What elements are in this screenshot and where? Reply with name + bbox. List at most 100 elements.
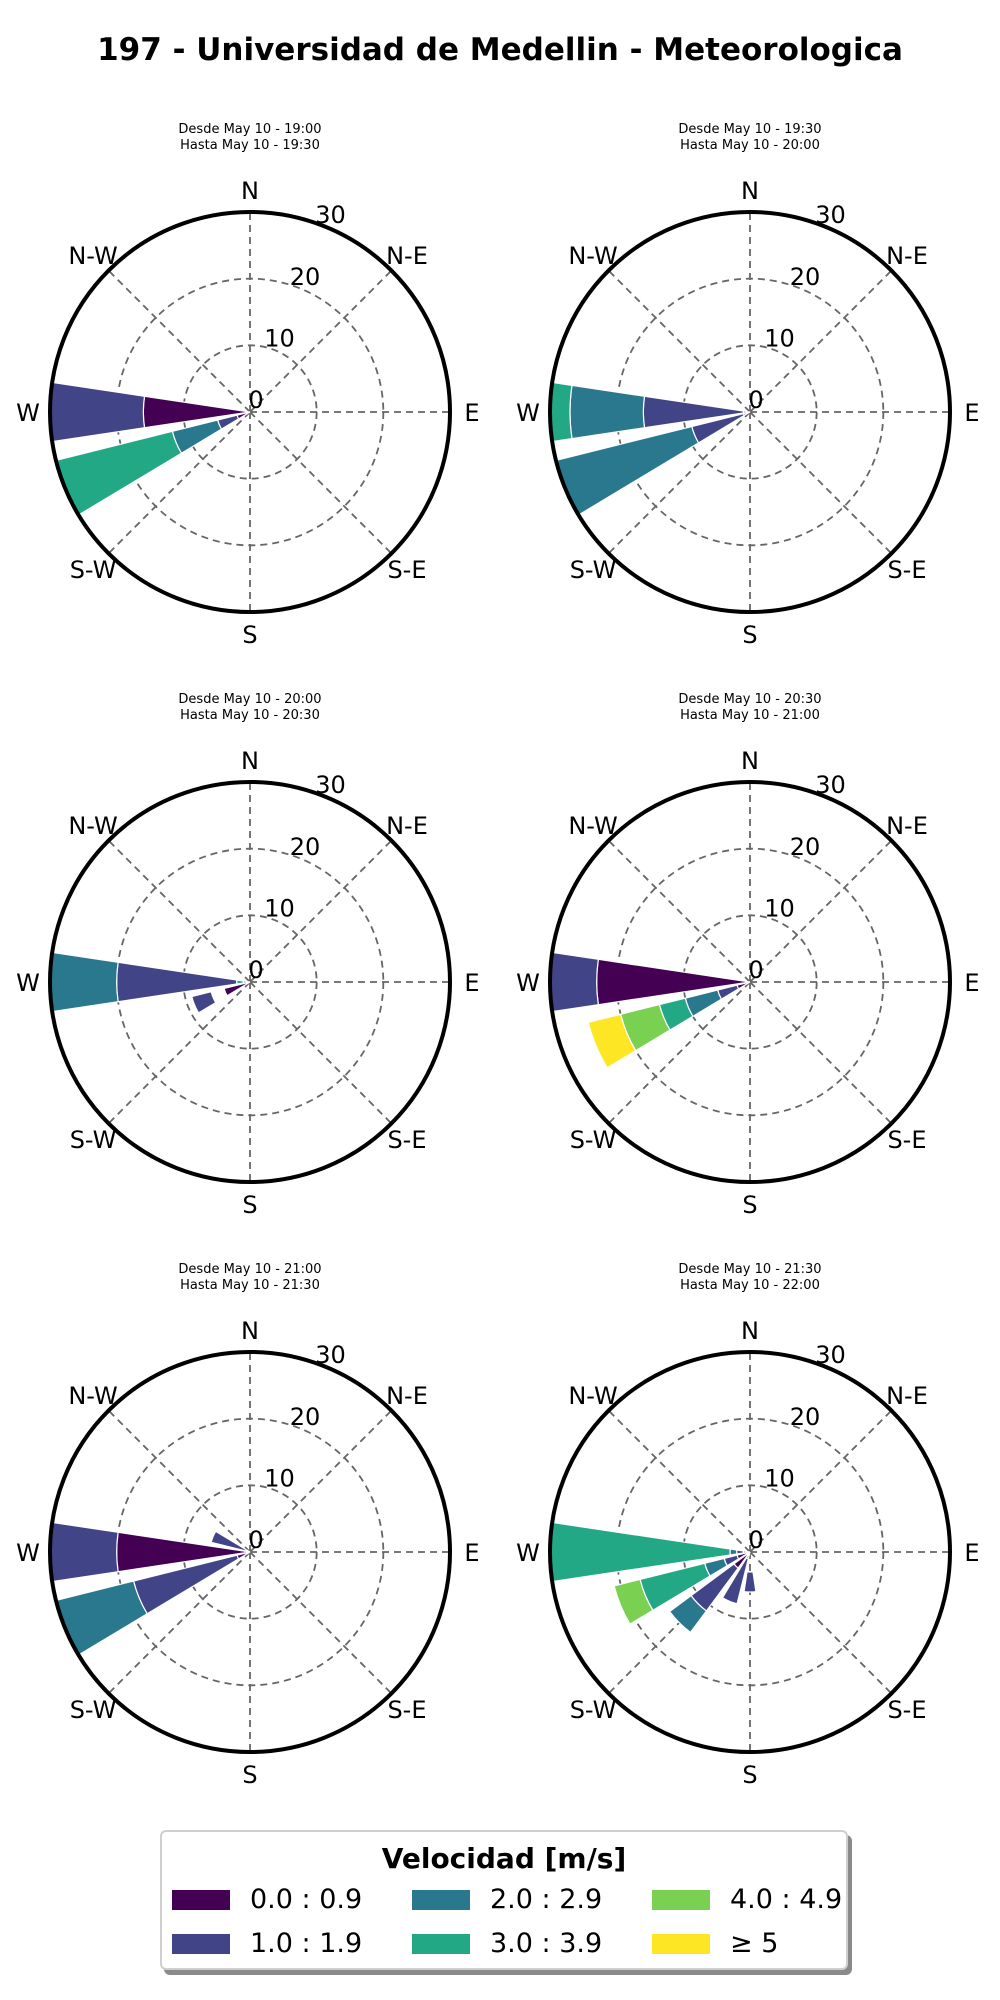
direction-label: N-E	[886, 1382, 928, 1410]
radial-tick-label: 30	[815, 201, 846, 229]
windrose-bar	[549, 381, 573, 443]
radial-gridline	[107, 411, 251, 555]
radial-tick-label: 20	[790, 833, 821, 861]
direction-label: N	[741, 747, 759, 775]
panel-subtitle-line1: Desde May 10 - 20:30	[678, 692, 821, 707]
outer-ring	[548, 780, 952, 1184]
radial-gridline	[607, 411, 751, 555]
direction-label: N-E	[886, 812, 928, 840]
radial-gridline	[749, 839, 893, 983]
windrose-bar	[729, 1548, 738, 1556]
radial-gridline	[607, 981, 751, 1125]
direction-label: N	[241, 177, 259, 205]
direction-label: W	[16, 969, 40, 997]
windrose-bar	[668, 1594, 708, 1634]
direction-label: W	[16, 399, 40, 427]
windrose-bar	[142, 395, 251, 429]
panel-subtitle-line2: Hasta May 10 - 20:30	[180, 708, 320, 723]
panel-subtitle-line1: Desde May 10 - 20:00	[178, 692, 321, 707]
direction-label: N-W	[68, 812, 117, 840]
direction-label: N-W	[568, 242, 617, 270]
direction-label: S-W	[70, 1126, 117, 1154]
direction-label: W	[516, 1539, 540, 1567]
direction-label: N	[241, 1317, 259, 1345]
radial-gridline	[249, 411, 393, 555]
legend-swatch	[652, 1934, 710, 1954]
outer-ring	[48, 210, 452, 614]
ring-gridline	[615, 277, 885, 547]
windrose-bar	[55, 430, 183, 516]
direction-label: W	[516, 969, 540, 997]
radial-tick-label: 10	[764, 894, 795, 922]
direction-label: S-E	[887, 1126, 926, 1154]
windrose-bar	[569, 384, 646, 440]
direction-label: E	[464, 969, 479, 997]
windrose-bar	[116, 961, 238, 1003]
panel-subtitle-line1: Desde May 10 - 21:30	[678, 1262, 821, 1277]
panel-subtitle-line1: Desde May 10 - 21:00	[178, 1262, 321, 1277]
windrose-bar	[555, 425, 700, 516]
radial-tick-label: 10	[764, 1464, 795, 1492]
radial-gridline	[249, 839, 393, 983]
radial-gridline	[607, 839, 751, 983]
radial-tick-label: 0	[748, 956, 763, 984]
outer-ring	[48, 1350, 452, 1754]
direction-label: N-W	[68, 1382, 117, 1410]
direction-label: S-E	[887, 556, 926, 584]
windrose-bar	[587, 1013, 637, 1069]
radial-gridline	[607, 269, 751, 413]
radial-gridline	[249, 269, 393, 413]
outer-ring	[548, 1350, 952, 1754]
direction-label: N-E	[386, 812, 428, 840]
radial-gridline	[749, 269, 893, 413]
direction-label: S	[242, 621, 257, 649]
radial-gridline	[107, 981, 251, 1125]
legend-swatch	[412, 1890, 470, 1910]
radial-tick-label: 10	[264, 324, 295, 352]
direction-label: N-E	[386, 242, 428, 270]
legend-label: 1.0 : 1.9	[250, 1928, 363, 1959]
radial-tick-label: 20	[290, 263, 321, 291]
direction-label: S	[742, 1761, 757, 1789]
windrose-bar	[223, 981, 251, 997]
legend: Velocidad [m/s] 0.0 : 0.9 1.0 : 1.9 2.0 …	[160, 1830, 848, 1970]
radial-tick-label: 30	[315, 1341, 346, 1369]
radial-gridline	[749, 981, 893, 1125]
panel-subtitle-line2: Hasta May 10 - 19:30	[180, 138, 320, 153]
panel-subtitle-line2: Hasta May 10 - 20:00	[680, 138, 820, 153]
panel-subtitle-line2: Hasta May 10 - 21:30	[180, 1278, 320, 1293]
direction-label: S-W	[70, 1696, 117, 1724]
radial-gridline	[249, 1551, 393, 1695]
radial-gridline	[749, 1409, 893, 1553]
windrose-bar	[191, 990, 217, 1014]
radial-tick-label: 20	[790, 1403, 821, 1431]
windrose-bar	[49, 1521, 119, 1583]
windrose-bar	[116, 1531, 251, 1573]
windrose-bar	[721, 1556, 750, 1605]
direction-label: S	[242, 1761, 257, 1789]
legend-label: 2.0 : 2.9	[490, 1884, 603, 1915]
windrose-bar	[210, 1530, 251, 1553]
radial-gridline	[749, 1551, 893, 1695]
legend-label: ≥ 5	[730, 1928, 779, 1959]
windrose-bar	[613, 1578, 654, 1625]
radial-tick-label: 30	[815, 771, 846, 799]
radial-tick-label: 20	[290, 1403, 321, 1431]
direction-label: S-W	[70, 556, 117, 584]
radial-tick-label: 0	[748, 386, 763, 414]
panel-subtitle-line2: Hasta May 10 - 21:00	[680, 708, 820, 723]
direction-label: E	[464, 1539, 479, 1567]
direction-label: E	[964, 1539, 979, 1567]
outer-ring	[48, 780, 452, 1184]
radial-tick-label: 0	[248, 386, 263, 414]
legend-swatch	[412, 1934, 470, 1954]
direction-label: N-W	[568, 1382, 617, 1410]
legend-label: 0.0 : 0.9	[250, 1884, 363, 1915]
radial-tick-label: 0	[248, 956, 263, 984]
windrose-bar	[743, 1571, 757, 1593]
legend-swatch	[652, 1890, 710, 1910]
